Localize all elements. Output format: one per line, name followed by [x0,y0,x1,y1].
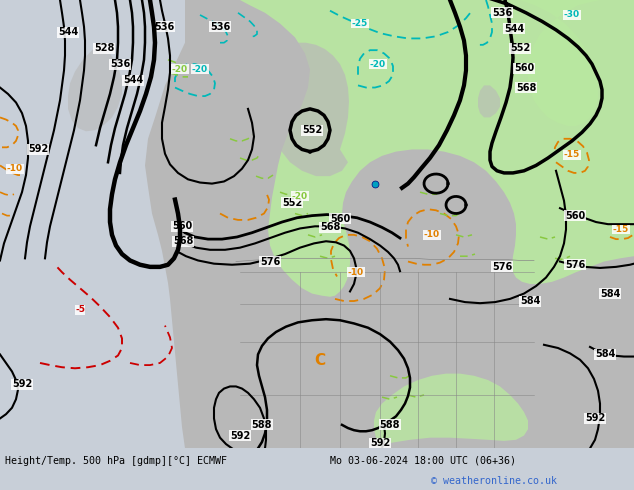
Text: -15: -15 [564,150,580,159]
Text: 528: 528 [94,43,114,53]
Text: -30: -30 [564,10,580,20]
Text: 536: 536 [110,59,130,69]
Text: 576: 576 [565,260,585,270]
Text: 536: 536 [492,8,512,18]
Text: 552: 552 [510,43,530,53]
Text: Mo 03-06-2024 18:00 UTC (06+36): Mo 03-06-2024 18:00 UTC (06+36) [330,456,515,466]
Text: 568: 568 [320,222,340,232]
Text: 536: 536 [154,22,174,32]
Text: C: C [314,353,326,368]
Text: 544: 544 [123,75,143,85]
Text: 576: 576 [260,257,280,267]
Text: 560: 560 [330,214,350,224]
Text: 584: 584 [520,296,540,306]
Text: 552: 552 [282,198,302,208]
Polygon shape [264,43,349,176]
Text: 576: 576 [492,262,512,272]
Text: 584: 584 [600,289,620,298]
Text: -10: -10 [7,164,23,173]
Text: 592: 592 [585,414,605,423]
Text: 560: 560 [172,221,192,231]
Text: -15: -15 [613,225,629,234]
Text: -25: -25 [352,19,368,28]
Text: 592: 592 [370,438,390,448]
Text: 560: 560 [514,63,534,74]
Text: 560: 560 [565,211,585,220]
Text: -5: -5 [75,305,85,314]
Polygon shape [374,373,528,448]
Text: 592: 592 [12,379,32,389]
Text: 544: 544 [504,24,524,34]
Text: 588: 588 [252,420,272,430]
Text: 584: 584 [595,349,615,359]
Text: -20: -20 [172,65,188,74]
Polygon shape [520,0,600,126]
Polygon shape [68,43,122,131]
Polygon shape [240,0,634,297]
Text: 588: 588 [380,420,400,430]
Text: -10: -10 [348,268,364,277]
Text: 568: 568 [173,236,193,246]
Text: -20: -20 [292,192,308,201]
Text: 568: 568 [516,82,536,93]
Text: 552: 552 [302,125,322,135]
Text: 544: 544 [58,27,78,37]
Text: 536: 536 [210,22,230,32]
Polygon shape [478,85,500,118]
Text: © weatheronline.co.uk: © weatheronline.co.uk [431,476,557,486]
Text: 592: 592 [28,145,48,154]
Text: 592: 592 [230,431,250,441]
Text: -20: -20 [370,60,386,69]
Polygon shape [145,0,634,448]
Text: -20: -20 [192,65,208,74]
Text: -10: -10 [424,230,440,239]
Text: Height/Temp. 500 hPa [gdmp][°C] ECMWF: Height/Temp. 500 hPa [gdmp][°C] ECMWF [5,456,227,466]
